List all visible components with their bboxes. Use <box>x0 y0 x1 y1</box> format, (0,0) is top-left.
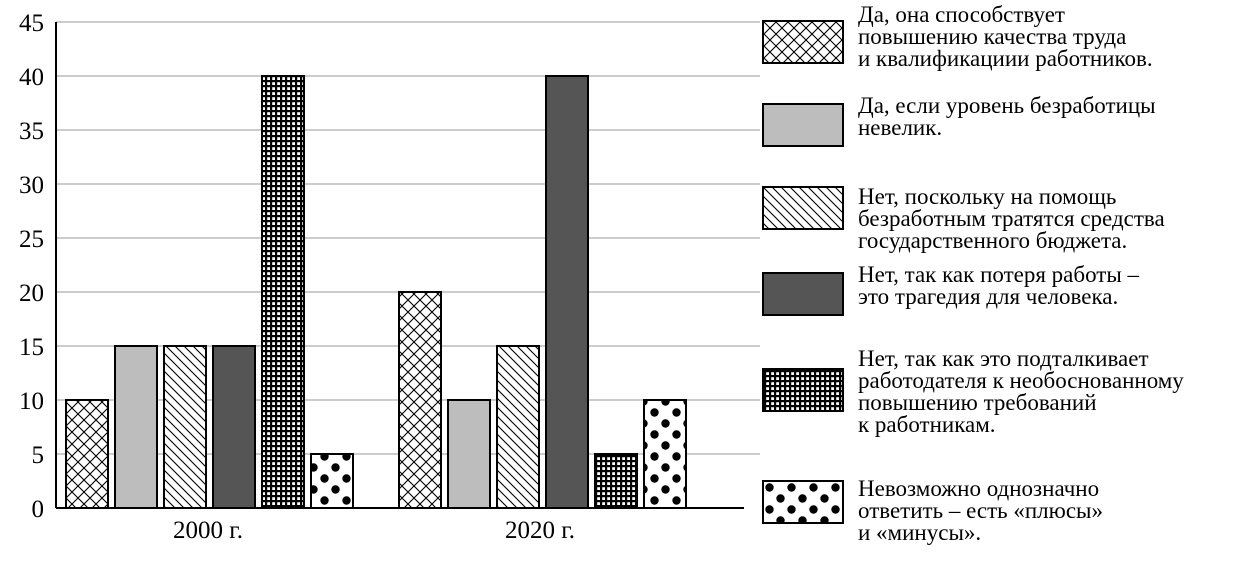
y-tick-label: 0 <box>32 496 45 523</box>
y-tick-label: 5 <box>32 442 45 469</box>
bar <box>398 291 442 509</box>
legend-label: Невозможно однозначно ответить – есть «п… <box>858 476 1103 545</box>
bar <box>114 345 158 509</box>
bar <box>496 345 540 509</box>
bar <box>65 399 109 509</box>
legend-label: Нет, так как потеря работы – это трагеди… <box>858 262 1140 309</box>
legend-label: Да, если уровень безработицы невелик. <box>858 93 1156 140</box>
y-tick-label: 40 <box>19 64 44 91</box>
x-category-label: 2020 г. <box>505 517 575 544</box>
legend-swatch <box>762 20 844 64</box>
x-category-label: 2000 г. <box>173 517 243 544</box>
bar <box>212 345 256 509</box>
legend-label: Нет, так как это подталкивает работодате… <box>858 346 1184 437</box>
legend-swatch <box>762 103 844 147</box>
legend-item: Да, если уровень безработицы невелик. <box>762 93 1256 195</box>
legend-item: Нет, так как это подталкивает работодате… <box>762 346 1256 448</box>
legend-item: Нет, поскольку на помощь безработным тра… <box>762 184 1256 286</box>
bar-chart: 0 5 10 15 20 25 30 35 40 45 2000 г. 2020 г. <box>19 10 760 544</box>
legend-label: Нет, поскольку на помощь безработным тра… <box>858 184 1165 253</box>
legend-label: Да, она способствует повышению качества … <box>858 2 1153 71</box>
y-tick-label: 25 <box>19 226 44 253</box>
legend-item: Да, она способствует повышению качества … <box>762 2 1256 104</box>
bar <box>310 453 354 509</box>
y-tick-label: 30 <box>19 172 44 199</box>
legend-swatch <box>762 368 844 412</box>
legend-swatch <box>762 480 844 524</box>
legend-item: Нет, так как потеря работы – это трагеди… <box>762 262 1256 364</box>
y-tick-label: 10 <box>19 388 44 415</box>
bar <box>643 399 687 509</box>
y-tick-label: 45 <box>19 10 44 37</box>
legend-item: Невозможно однозначно ответить – есть «п… <box>762 476 1256 578</box>
legend-swatch <box>762 272 844 316</box>
y-tick-label: 35 <box>19 118 44 145</box>
bar <box>447 399 491 509</box>
bar <box>261 75 305 509</box>
y-tick-label: 15 <box>19 334 44 361</box>
legend-swatch <box>762 186 844 230</box>
bar <box>545 75 589 509</box>
bar <box>163 345 207 509</box>
bar <box>594 453 638 509</box>
y-tick-label: 20 <box>19 280 44 307</box>
